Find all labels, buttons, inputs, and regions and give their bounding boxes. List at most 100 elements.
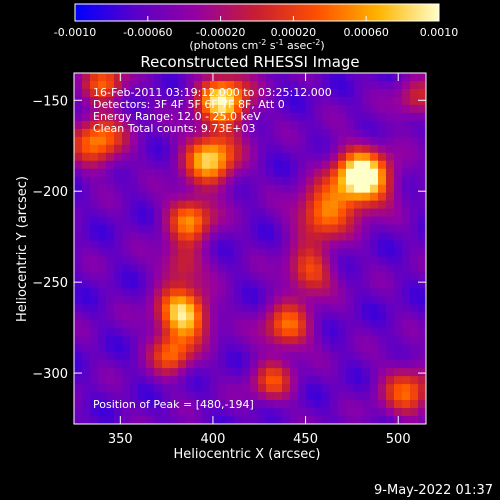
heatmap-cell	[106, 336, 115, 345]
heatmap-cell	[82, 96, 91, 106]
heatmap-cell	[210, 264, 219, 274]
heatmap-cell	[282, 128, 291, 138]
heatmap-cell	[210, 320, 219, 329]
heatmap-cell	[234, 408, 243, 417]
heatmap-cell	[250, 376, 259, 385]
heatmap-cell	[394, 400, 403, 409]
heatmap-cell	[362, 376, 371, 385]
heatmap-cell	[226, 264, 235, 274]
heatmap-cell	[402, 168, 411, 178]
heatmap-cell	[322, 384, 331, 393]
heatmap-cell	[82, 192, 91, 202]
heatmap-cell	[98, 384, 107, 393]
heatmap-cell	[74, 400, 83, 409]
heatmap-cell	[170, 136, 179, 146]
heatmap-cell	[266, 336, 275, 345]
heatmap-cell	[114, 248, 123, 258]
heatmap-cell	[370, 368, 379, 377]
heatmap-cell	[186, 73, 195, 82]
heatmap-cell	[234, 248, 243, 258]
heatmap-cell	[282, 368, 291, 377]
heatmap-cell	[354, 136, 363, 146]
heatmap-cell	[178, 104, 187, 114]
heatmap-cell	[178, 264, 187, 274]
heatmap-cell	[266, 328, 275, 337]
heatmap-cell	[266, 384, 275, 393]
heatmap-cell	[98, 336, 107, 345]
heatmap-cell	[314, 384, 323, 393]
heatmap-cell	[418, 88, 426, 98]
heatmap-cell	[354, 264, 363, 274]
heatmap-cell	[218, 88, 227, 98]
heatmap-cell	[386, 112, 395, 122]
heatmap-cell	[98, 208, 107, 218]
heatmap-cell	[298, 184, 307, 194]
heatmap-cell	[226, 208, 235, 218]
heatmap-cell	[202, 416, 211, 424]
heatmap-cell	[114, 352, 123, 361]
heatmap-cell	[410, 288, 419, 297]
heatmap-cell	[194, 328, 203, 337]
heatmap-cell	[314, 256, 323, 266]
detectors-text: Detectors: 3F 4F 5F 6F 7F 8F, Att 0	[93, 98, 285, 111]
heatmap-cell	[234, 392, 243, 401]
heatmap-cell	[98, 288, 107, 297]
heatmap-cell	[98, 248, 107, 258]
heatmap-cell	[242, 152, 251, 162]
heatmap-cell	[242, 224, 251, 234]
heatmap-cell	[402, 256, 411, 266]
heatmap-cell	[146, 192, 155, 202]
heatmap-cell	[298, 288, 307, 297]
heatmap-cell	[346, 336, 355, 345]
heatmap-cell	[114, 392, 123, 401]
heatmap-cell	[298, 312, 307, 321]
heatmap-cell	[290, 344, 299, 353]
heatmap-cell	[74, 192, 83, 202]
heatmap-cell	[330, 264, 339, 274]
heatmap-cell	[402, 208, 411, 218]
heatmap-cell	[242, 240, 251, 250]
heatmap-cell	[138, 376, 147, 385]
heatmap-cell	[394, 248, 403, 258]
heatmap-cell	[154, 200, 163, 210]
heatmap-cell	[122, 336, 131, 345]
heatmap-cell	[178, 352, 187, 361]
heatmap-cell	[274, 336, 283, 345]
heatmap-cell	[266, 368, 275, 377]
heatmap-cell	[146, 408, 155, 417]
heatmap-cell	[106, 248, 115, 258]
heatmap-cell	[98, 224, 107, 234]
heatmap-cell	[194, 248, 203, 258]
heatmap-cell	[402, 112, 411, 122]
heatmap-cell	[130, 328, 139, 337]
heatmap-cell	[290, 88, 299, 98]
heatmap-cell	[178, 400, 187, 409]
heatmap-cell	[74, 352, 83, 361]
heatmap-cell	[114, 360, 123, 369]
heatmap-cell	[410, 240, 419, 250]
heatmap-cell	[98, 200, 107, 210]
heatmap-cell	[218, 296, 227, 305]
heatmap-cell	[314, 208, 323, 218]
heatmap-cell	[258, 360, 267, 369]
heatmap-cell	[234, 73, 243, 82]
heatmap-cell	[146, 352, 155, 361]
heatmap-cell	[114, 368, 123, 377]
heatmap-cell	[210, 184, 219, 194]
heatmap-cell	[402, 152, 411, 162]
heatmap-cell	[330, 296, 339, 305]
heatmap-cell	[98, 88, 107, 98]
heatmap-cell	[98, 320, 107, 329]
heatmap-cell	[250, 192, 259, 202]
heatmap-cell	[338, 408, 347, 417]
heatmap-cell	[394, 352, 403, 361]
heatmap-cell	[322, 312, 331, 321]
heatmap-cell	[338, 184, 347, 194]
heatmap-cell	[258, 272, 267, 282]
heatmap-cell	[170, 360, 179, 369]
heatmap-cell	[314, 320, 323, 329]
heatmap-cell	[338, 320, 347, 329]
heatmap-cell	[98, 168, 107, 178]
heatmap-cell	[306, 88, 315, 98]
heatmap-cell	[330, 344, 339, 353]
